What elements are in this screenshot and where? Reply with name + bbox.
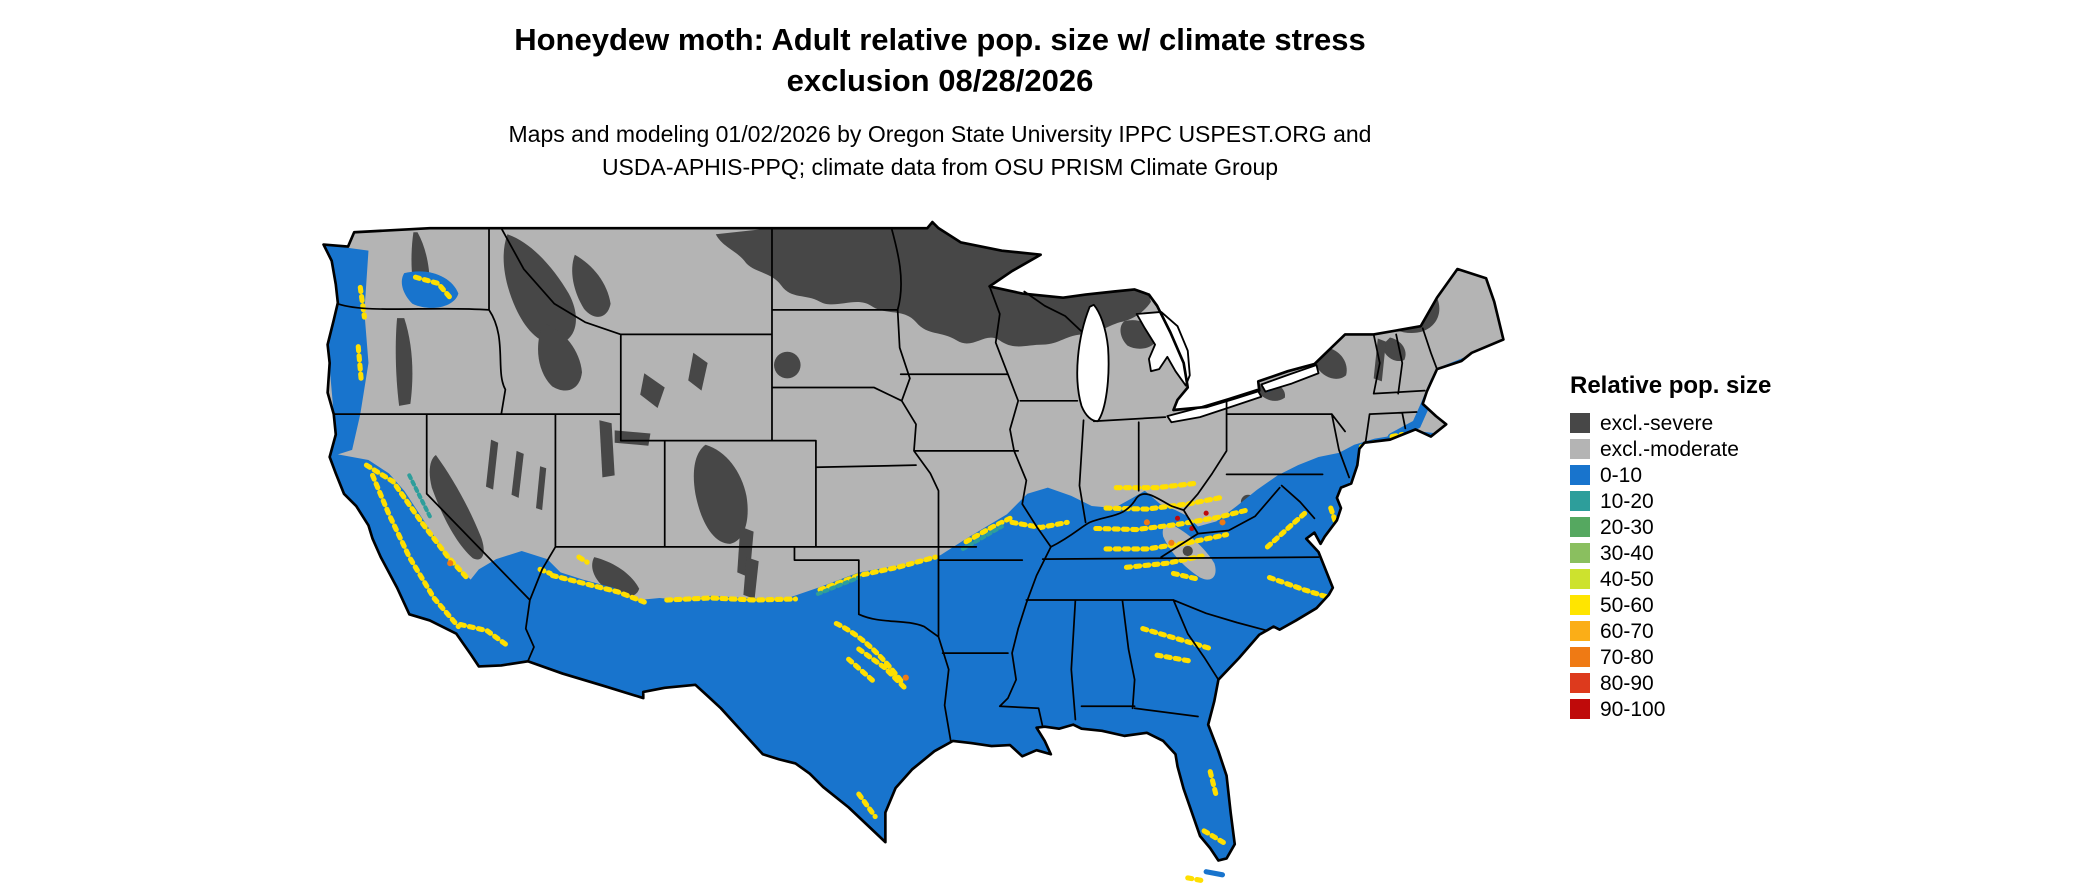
- legend-swatch: [1570, 413, 1590, 433]
- lake-ontario: [1260, 364, 1320, 393]
- florida-keys: [1185, 869, 1226, 884]
- legend-label: 20-30: [1600, 515, 1654, 539]
- page-subtitle: Maps and modeling 01/02/2026 by Oregon S…: [60, 118, 1820, 185]
- legend-swatch: [1570, 439, 1590, 459]
- legend-swatch: [1570, 621, 1590, 641]
- smoky-mtns-severe-dot: [1182, 545, 1193, 557]
- legend-item: excl.-severe: [1570, 410, 1870, 436]
- excl-severe-regions: [336, 222, 1440, 626]
- legend-item: 10-20: [1570, 488, 1870, 514]
- map-fill-layer: [323, 222, 1504, 861]
- lake-huron: [1135, 311, 1191, 387]
- legend-label: 60-70: [1600, 619, 1654, 643]
- legend-label: 30-40: [1600, 541, 1654, 565]
- legend-swatch: [1570, 517, 1590, 537]
- title-line-1: Honeydew moth: Adult relative pop. size …: [514, 22, 1366, 57]
- us-border-outline: [322, 220, 1505, 862]
- map-legend: Relative pop. size excl.-severe excl.-mo…: [1570, 372, 1870, 722]
- legend-label: 80-90: [1600, 671, 1654, 695]
- legend-item: 80-90: [1570, 670, 1870, 696]
- legend-item: 30-40: [1570, 540, 1870, 566]
- transition-yellow-specks: [355, 274, 1405, 846]
- legend-swatch: [1570, 465, 1590, 485]
- legend-label: 90-100: [1600, 697, 1666, 721]
- legend-swatch: [1570, 673, 1590, 693]
- state-borders: [332, 227, 1438, 742]
- legend-item: 50-60: [1570, 592, 1870, 618]
- legend-item: 40-50: [1570, 566, 1870, 592]
- legend-swatch: [1570, 699, 1590, 719]
- legend-label: 10-20: [1600, 489, 1654, 513]
- legend-item: excl.-moderate: [1570, 436, 1870, 462]
- legend-label: 70-80: [1600, 645, 1654, 669]
- legend-item: 70-80: [1570, 644, 1870, 670]
- subtitle-line-2: USDA-APHIS-PPQ; climate data from OSU PR…: [601, 154, 1279, 181]
- us-map-svg: [322, 220, 1505, 884]
- legend-item: 0-10: [1570, 462, 1870, 488]
- legend-item: 90-100: [1570, 696, 1870, 722]
- legend-swatch: [1570, 647, 1590, 667]
- subtitle-line-1: Maps and modeling 01/02/2026 by Oregon S…: [508, 121, 1372, 147]
- legend-label: 50-60: [1600, 593, 1654, 617]
- legend-label: excl.-moderate: [1600, 437, 1739, 461]
- legend-item: 20-30: [1570, 514, 1870, 540]
- page-title: Honeydew moth: Adult relative pop. size …: [60, 20, 1820, 102]
- legend-label: excl.-severe: [1600, 411, 1714, 435]
- legend-label: 40-50: [1600, 567, 1654, 591]
- legend-title: Relative pop. size: [1570, 372, 1772, 399]
- legend-swatch: [1570, 543, 1590, 563]
- legend-swatch: [1570, 569, 1590, 589]
- legend-swatch: [1570, 595, 1590, 615]
- legend-label: 0-10: [1600, 463, 1643, 487]
- legend-item: 60-70: [1570, 618, 1870, 644]
- us-distribution-map: [295, 220, 1535, 884]
- title-line-2: exclusion 08/28/2026: [786, 62, 1094, 98]
- legend-swatch: [1570, 491, 1590, 511]
